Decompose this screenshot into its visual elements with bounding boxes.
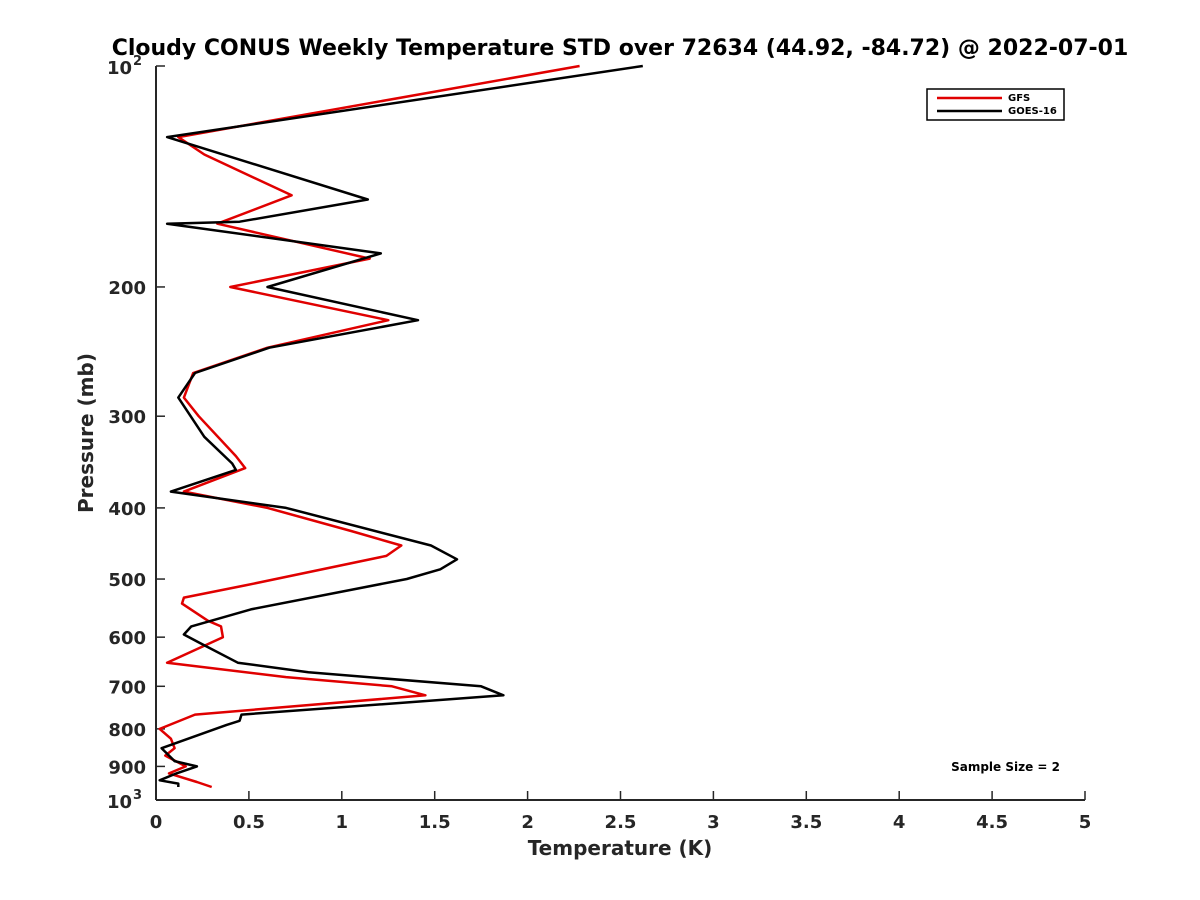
x-tick-label: 4.5 <box>976 812 1008 833</box>
x-tick-label: 2 <box>521 812 534 833</box>
x-tick-label: 0 <box>150 812 163 833</box>
x-tick-label: 3.5 <box>790 812 822 833</box>
x-tick-label: 1 <box>336 812 349 833</box>
y-tick-label: 10 <box>107 792 132 813</box>
x-axis-label: Temperature (K) <box>528 836 713 860</box>
series-line-gfs <box>158 64 580 789</box>
y-axis-label: Pressure (mb) <box>74 353 98 513</box>
x-tick-label: 2.5 <box>605 812 637 833</box>
y-tick-label: 300 <box>108 407 146 428</box>
y-tick-label: 10 <box>107 58 132 79</box>
y-tick-label: 200 <box>108 278 146 299</box>
legend-label-goes16: GOES-16 <box>1008 106 1057 117</box>
x-ticks: 0 0.5 1 1.5 2 2.5 3 3.5 4 4.5 5 <box>150 791 1092 833</box>
y-tick-label: 700 <box>108 677 146 698</box>
chart-title: Cloudy CONUS Weekly Temperature STD over… <box>112 36 1129 61</box>
legend-label-gfs: GFS <box>1008 93 1030 104</box>
y-tick-label: 800 <box>108 720 146 741</box>
x-tick-label: 3 <box>707 812 720 833</box>
legend-box <box>926 88 1065 121</box>
x-tick-label: 5 <box>1079 812 1092 833</box>
series-line-goes16 <box>158 64 643 787</box>
series-layer <box>158 64 643 789</box>
x-tick-label: 4 <box>893 812 906 833</box>
y-tick-label: 600 <box>108 628 146 649</box>
x-tick-label: 1.5 <box>419 812 451 833</box>
y-tick-exponent: 2 <box>133 54 142 69</box>
y-tick-label: 500 <box>108 570 146 591</box>
y-tick-label: 400 <box>108 499 146 520</box>
y-tick-exponent: 3 <box>133 788 142 803</box>
x-tick-label: 0.5 <box>233 812 265 833</box>
legend: GFS GOES-16 <box>926 88 1065 121</box>
y-tick-label: 900 <box>108 757 146 778</box>
sample-size-annotation: Sample Size = 2 <box>951 760 1060 774</box>
